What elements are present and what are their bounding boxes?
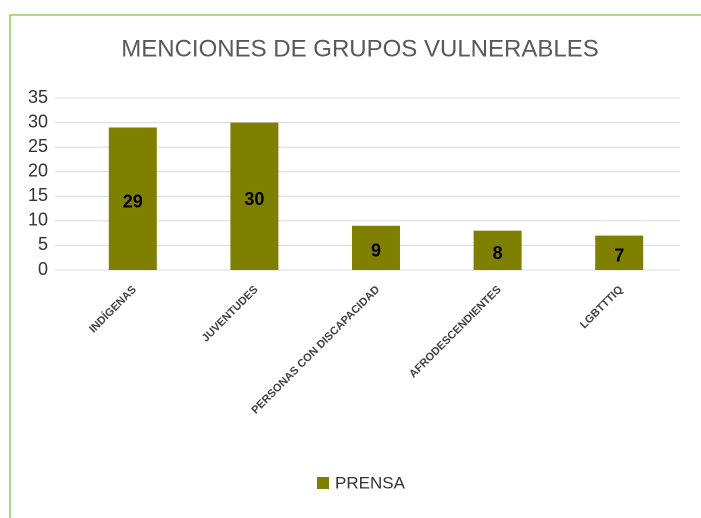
legend-label: PRENSA [335,473,406,492]
y-tick-label: 10 [28,210,48,230]
bar [595,235,644,270]
y-tick-label: 5 [38,234,48,254]
legend-swatch [317,477,329,489]
bar [108,127,157,270]
bar [230,122,279,270]
data-label: 7 [614,246,624,266]
chart-title: MENCIONES DE GRUPOS VULNERABLES [121,35,598,62]
data-label: 30 [244,189,264,209]
y-tick-label: 30 [28,111,48,131]
y-tick-label: 15 [28,185,48,205]
x-tick-label: JUVENTUDES [200,284,261,345]
data-label: 9 [371,241,381,261]
y-tick-label: 25 [28,136,48,156]
x-tick-label: PERSONAS CON DISCAPACIDAD [249,284,382,417]
y-tick-label: 0 [38,259,48,279]
x-tick-label: LGBTTTIQ [578,283,626,331]
x-tick-label: INDÍGENAS [87,283,139,335]
data-label: 29 [123,191,143,211]
y-tick-label: 20 [28,160,48,180]
data-label: 8 [493,243,503,263]
frame [9,14,701,518]
y-tick-label: 35 [28,87,48,107]
x-tick-label: AFRODESCENDIENTES [407,284,504,381]
bar [352,225,400,270]
bar [473,230,522,270]
